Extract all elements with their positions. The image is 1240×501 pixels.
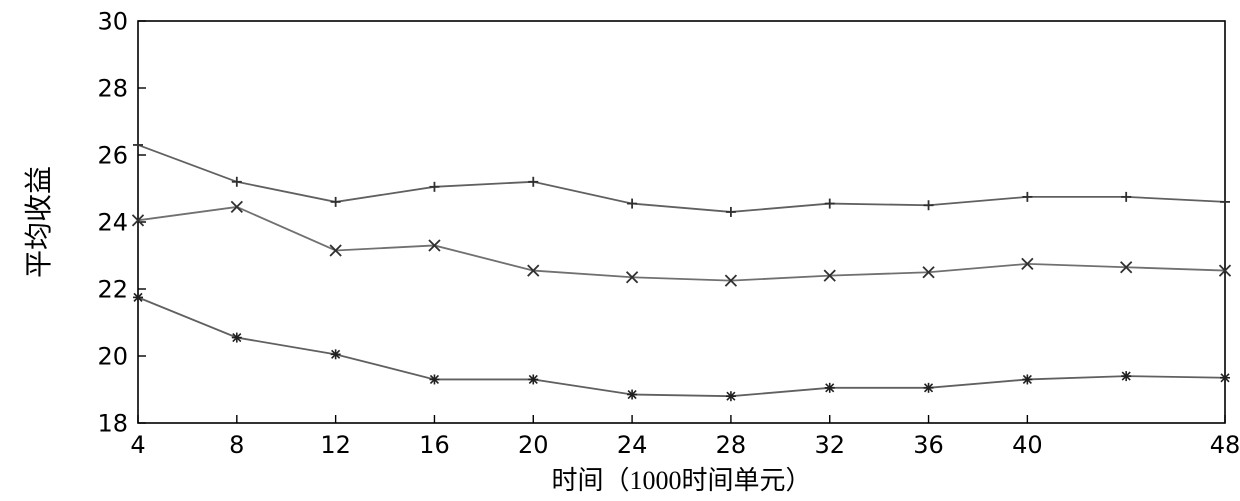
marker-star bbox=[1121, 371, 1131, 381]
y-tick-label: 22 bbox=[97, 275, 128, 303]
y-tick-label: 18 bbox=[97, 409, 128, 437]
x-tick-label: 32 bbox=[814, 431, 845, 459]
x-tick-label: 24 bbox=[617, 431, 648, 459]
x-tick-label: 40 bbox=[1012, 431, 1043, 459]
x-tick-label: 20 bbox=[518, 431, 549, 459]
x-axis-label: 时间（1000时间单元） bbox=[551, 466, 811, 495]
x-tick-label: 12 bbox=[320, 431, 351, 459]
marker-star bbox=[331, 349, 341, 359]
plot-area bbox=[138, 21, 1225, 423]
marker-star bbox=[1022, 374, 1032, 384]
marker-star bbox=[133, 292, 143, 302]
marker-star bbox=[825, 383, 835, 393]
x-tick-label: 8 bbox=[229, 431, 244, 459]
marker-star bbox=[528, 374, 538, 384]
marker-star bbox=[924, 383, 934, 393]
y-tick-label: 28 bbox=[97, 74, 128, 102]
y-tick-label: 24 bbox=[97, 208, 128, 236]
y-tick-label: 30 bbox=[97, 7, 128, 35]
marker-star bbox=[1220, 373, 1230, 383]
x-tick-label: 16 bbox=[419, 431, 450, 459]
marker-star bbox=[726, 391, 736, 401]
x-tick-label: 4 bbox=[130, 431, 145, 459]
marker-star bbox=[232, 333, 242, 343]
y-tick-label: 20 bbox=[97, 342, 128, 370]
marker-star bbox=[429, 374, 439, 384]
x-tick-label: 36 bbox=[913, 431, 944, 459]
chart-container: 4812162024283236404818202224262830时间（100… bbox=[0, 0, 1240, 501]
y-tick-label: 26 bbox=[97, 141, 128, 169]
marker-star bbox=[627, 390, 637, 400]
x-tick-label: 28 bbox=[716, 431, 747, 459]
x-tick-label: 48 bbox=[1210, 431, 1240, 459]
y-axis-label: 平均收益 bbox=[23, 166, 55, 278]
